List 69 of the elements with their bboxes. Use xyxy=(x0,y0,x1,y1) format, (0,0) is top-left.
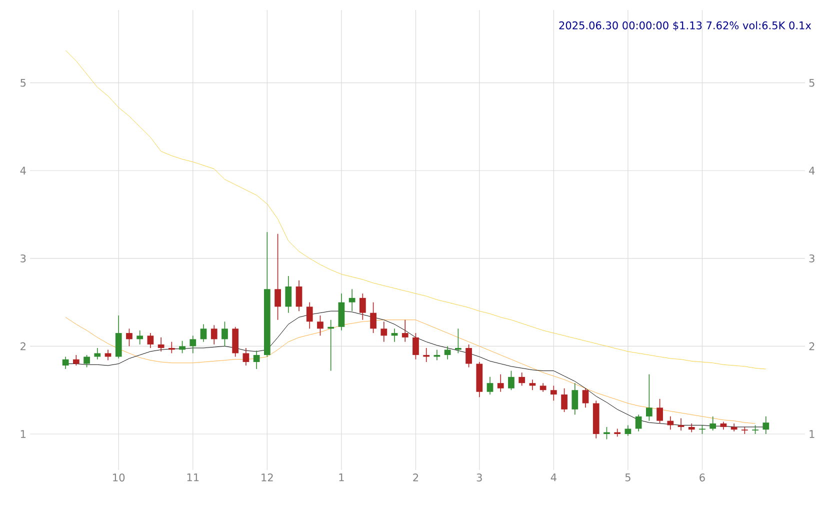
candlestick xyxy=(582,388,589,408)
candlestick xyxy=(635,414,642,432)
candlestick xyxy=(391,328,398,342)
candlestick xyxy=(762,416,770,434)
candlestick xyxy=(94,348,101,360)
candlestick xyxy=(624,424,632,436)
x-tick-label: 2 xyxy=(413,474,418,482)
candlestick xyxy=(710,416,716,431)
candlestick xyxy=(604,426,610,440)
candlestick xyxy=(274,233,281,320)
candlestick xyxy=(486,376,494,395)
candlestick xyxy=(317,315,324,336)
candlestick xyxy=(147,332,154,348)
y-tick-label: 2 xyxy=(20,342,26,350)
candlestick xyxy=(550,385,557,402)
candlestick xyxy=(62,356,69,370)
x-tick-label: 6 xyxy=(700,474,705,482)
candlestick xyxy=(359,293,366,320)
candlestick xyxy=(444,346,451,360)
x-tick-label: 12 xyxy=(262,474,273,482)
y-tick-label: 5 xyxy=(20,78,26,87)
candlestick xyxy=(466,344,472,368)
y2-tick-label: 3 xyxy=(809,254,814,262)
candlestick xyxy=(200,324,207,342)
y2-tick-label: 2 xyxy=(809,342,814,350)
candlestick xyxy=(678,418,684,431)
x-tick-label: 3 xyxy=(476,474,482,482)
y-tick-label: 1 xyxy=(20,430,26,438)
y2-tick-label: 4 xyxy=(809,166,815,174)
x-tick-label: 1 xyxy=(339,474,344,482)
y2-tick-label: 1 xyxy=(810,430,814,438)
y-tick-label: 3 xyxy=(20,254,26,262)
candlestick xyxy=(561,388,568,412)
candlestick xyxy=(402,319,408,342)
candlestick xyxy=(84,354,90,368)
candlestick xyxy=(412,332,419,360)
candlestick xyxy=(646,374,652,422)
candlestick xyxy=(667,416,674,430)
candlestick xyxy=(572,382,578,416)
y2-tick-label: 5 xyxy=(809,78,814,87)
candlestick xyxy=(104,349,112,361)
candlestick xyxy=(242,348,250,366)
candlestick xyxy=(380,321,388,342)
candlestick xyxy=(656,398,663,424)
x-tick-label: 5 xyxy=(625,474,630,482)
candlestick xyxy=(296,280,302,312)
x-tick-label: 10 xyxy=(113,474,125,482)
candlestick xyxy=(508,370,514,390)
candlestick xyxy=(348,288,356,312)
candlestick xyxy=(518,372,526,386)
candlestick xyxy=(285,276,292,314)
candlestick xyxy=(497,374,504,392)
candlestick xyxy=(126,328,132,347)
candlestick xyxy=(253,350,260,370)
candlestick xyxy=(370,302,376,334)
candlestick xyxy=(210,324,218,345)
candlestick xyxy=(72,354,80,366)
candlestick xyxy=(136,330,144,345)
y-tick-label: 4 xyxy=(20,166,26,174)
candlestick xyxy=(115,315,122,359)
candlestick xyxy=(179,340,186,354)
candlestick xyxy=(306,302,313,330)
x-tick-label: 4 xyxy=(550,474,556,482)
x-tick-label: 11 xyxy=(187,474,199,482)
text: 2025.06.30 00:00:00 $1.13 7.62% vol:6.5K 0.1x xyxy=(559,21,812,31)
candlestick xyxy=(158,337,164,352)
candlestick xyxy=(190,335,196,354)
candlestick xyxy=(529,379,536,390)
candlestick xyxy=(222,321,228,347)
